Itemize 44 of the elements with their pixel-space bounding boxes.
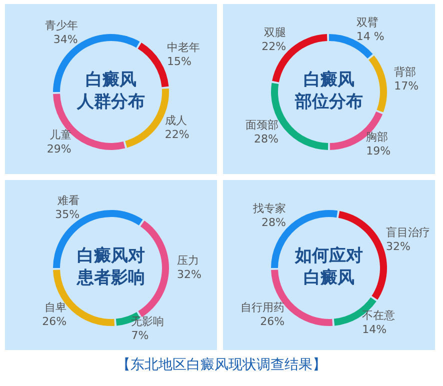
donut-slice bbox=[53, 34, 140, 92]
donut-slice bbox=[138, 42, 169, 88]
text: 白癜风部位分布 bbox=[294, 70, 363, 112]
slice-label: 难看 bbox=[58, 194, 80, 207]
data-label: 7% bbox=[131, 328, 149, 342]
slice-label: 中老年 bbox=[167, 41, 200, 54]
data-label: 15% bbox=[167, 55, 192, 68]
slice-label: 背部 bbox=[394, 65, 416, 78]
slice-label: 压力 bbox=[176, 254, 199, 267]
slice-label: 自卑 bbox=[44, 300, 67, 314]
text: 白癜风对患者影响 bbox=[76, 246, 145, 288]
text: 【东北地区白癜风现状调查结果】 bbox=[116, 356, 328, 374]
data-label: 34% bbox=[53, 32, 78, 46]
slice-label: 儿童 bbox=[49, 128, 72, 142]
slice-label: 找专家 bbox=[252, 202, 286, 215]
donut-slice bbox=[368, 56, 387, 112]
data-label: 28% bbox=[261, 216, 286, 229]
data-label: 17% bbox=[394, 79, 419, 92]
slice-label: 自行用药 bbox=[240, 300, 285, 314]
data-label: 28% bbox=[254, 132, 278, 146]
data-label: 22% bbox=[164, 128, 190, 142]
data-label: 29% bbox=[46, 142, 72, 156]
data-label: 22% bbox=[262, 40, 286, 53]
slice-label: 成人 bbox=[164, 114, 187, 128]
slice-label: 双腿 bbox=[264, 26, 286, 39]
data-label: 14% bbox=[362, 323, 387, 336]
text: 白癜风人群分布 bbox=[76, 70, 145, 112]
slice-label: 青少年 bbox=[44, 18, 78, 32]
slice-label: 盲目治疗 bbox=[386, 226, 430, 240]
data-label: 35% bbox=[55, 208, 80, 221]
data-label: 14 % bbox=[356, 30, 384, 43]
slice-label: 双臂 bbox=[356, 16, 378, 29]
slice-label: 无影响 bbox=[131, 314, 164, 328]
data-label: 26% bbox=[42, 314, 67, 328]
text: 如何应对白癜风 bbox=[294, 246, 363, 288]
data-label: 19% bbox=[366, 144, 391, 158]
slice-label: 胸部 bbox=[366, 130, 388, 144]
slice-label: 不在意 bbox=[362, 309, 396, 322]
slice-label: 面颈部 bbox=[245, 118, 278, 132]
data-label: 32% bbox=[176, 268, 202, 281]
data-label: 26% bbox=[260, 314, 285, 328]
data-label: 32% bbox=[386, 240, 410, 254]
donut-slice bbox=[53, 210, 143, 268]
donut-slice bbox=[329, 34, 373, 59]
